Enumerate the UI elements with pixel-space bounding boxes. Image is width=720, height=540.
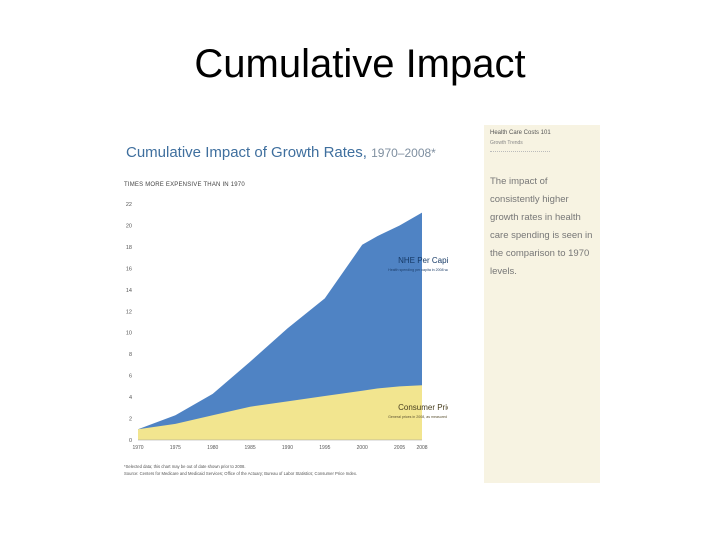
x-tick-label: 1980: [207, 445, 218, 451]
chart-footnote-2: Source: Centers for Medicare and Medicai…: [124, 471, 358, 476]
side-panel-subtitle: Growth Trends: [490, 140, 523, 146]
side-panel-title: Health Care Costs 101: [490, 130, 551, 136]
series-label: Consumer Price Index: [398, 403, 448, 412]
series-annotation-note: General prices in 2008, as measured by t…: [388, 415, 448, 419]
series-annotation-note: Health spending per capita in 2008 was m…: [388, 268, 448, 272]
x-tick-label: 1970: [132, 445, 143, 451]
chart-title-years: 1970–2008*: [371, 146, 436, 160]
y-tick-label: 16: [126, 266, 132, 272]
x-tick-label: 1990: [282, 445, 293, 451]
x-tick-label: 1975: [170, 445, 181, 451]
y-tick-label: 2: [129, 417, 132, 423]
chart-panel: Cumulative Impact of Growth Rates, 1970–…: [118, 130, 448, 482]
side-panel-body: The impact of consistently higher growth…: [490, 176, 593, 277]
y-tick-label: 8: [129, 352, 132, 358]
y-tick-label: 10: [126, 331, 132, 337]
x-tick-label: 2000: [357, 445, 368, 451]
chart-title-text: Cumulative Impact of Growth Rates,: [126, 144, 367, 161]
side-panel: Health Care Costs 101 Growth Trends The …: [484, 125, 600, 483]
series-area-0: [138, 212, 422, 440]
y-tick-label: 14: [126, 288, 132, 294]
series-label: NHE Per Capita: [398, 256, 448, 265]
chart-title: Cumulative Impact of Growth Rates, 1970–…: [126, 144, 436, 161]
slide-title: Cumulative Impact: [194, 42, 526, 86]
chart-footnote-1: *Selected data; this chart may be out of…: [124, 464, 246, 469]
y-tick-label: 0: [129, 438, 132, 444]
y-tick-label: 20: [126, 223, 132, 229]
y-axis-caption: TIMES MORE EXPENSIVE THAN IN 1970: [124, 182, 245, 188]
x-tick-label: 1985: [245, 445, 256, 451]
series-area-1: [138, 385, 422, 440]
x-tick-label: 1995: [319, 445, 330, 451]
side-panel-divider: [490, 151, 550, 152]
x-tick-label: 2005: [394, 445, 405, 451]
y-tick-label: 12: [126, 309, 132, 315]
y-tick-label: 18: [126, 245, 132, 251]
y-tick-label: 6: [129, 374, 132, 380]
y-tick-label: 22: [126, 202, 132, 208]
x-tick-label: 2008: [416, 445, 427, 451]
area-chart: 0 2 4 6 8 10 12 14 16 18 20 22 1970 1975 1980 1985 1990 1…: [126, 202, 448, 451]
y-tick-label: 4: [129, 395, 132, 401]
